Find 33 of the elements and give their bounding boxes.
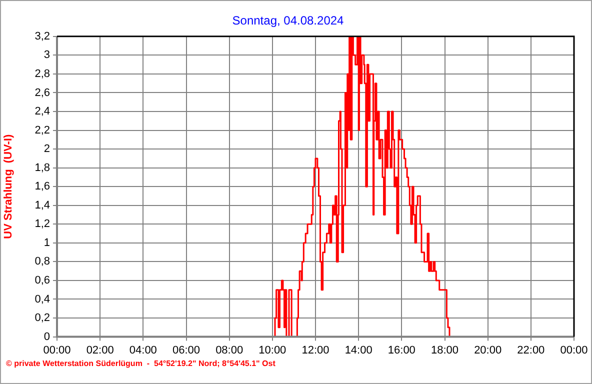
x-tick-label: 06:00 <box>172 344 200 356</box>
x-tick-label: 12:00 <box>302 344 330 356</box>
x-tick-label: 08:00 <box>216 344 244 356</box>
x-tick-label: 14:00 <box>344 344 372 356</box>
y-tick-label: 1 <box>44 236 50 249</box>
chart-title: Sonntag, 04.08.2024 <box>232 14 344 28</box>
y-tick-label: 2,2 <box>34 124 50 136</box>
x-tick-label: 18:00 <box>430 344 459 356</box>
x-tick-label: 10:00 <box>258 344 286 356</box>
x-tick-label: 04:00 <box>129 344 157 356</box>
text: © private Wetterstation Süderlügum - 54°52'19.2" Nord; 8°54'45.1" Ost <box>6 359 276 368</box>
x-tick-label: 16:00 <box>388 344 416 356</box>
y-tick-label: 1,4 <box>34 199 50 212</box>
y-axis-title: UV Strahlung (UV-I) <box>2 134 15 239</box>
y-tick-label: 0,8 <box>34 256 50 268</box>
y-tick-label: 2,6 <box>34 86 50 99</box>
y-tick-label: 3,2 <box>34 30 50 42</box>
x-tick-label: 02:00 <box>86 344 114 356</box>
y-tick-label: 0 <box>44 330 50 343</box>
y-tick-label: 1,6 <box>34 180 50 193</box>
y-tick-label: 2 <box>44 143 50 156</box>
y-tick-label: 0,6 <box>34 274 50 287</box>
y-tick-label: 1,2 <box>34 218 50 230</box>
y-tick-label: 0,4 <box>34 293 50 306</box>
x-tick-label: 00:00 <box>43 344 71 356</box>
x-tick-label: 00:00 <box>560 344 588 356</box>
y-tick-label: 2,4 <box>34 106 50 118</box>
y-tick-label: 2,8 <box>34 68 50 80</box>
x-tick-label: 22:00 <box>517 344 545 356</box>
x-tick-label: 20:00 <box>474 344 502 356</box>
y-tick-label: 0,2 <box>34 312 50 324</box>
y-tick-label: 1,8 <box>34 162 50 174</box>
y-tick-label: 3 <box>44 49 50 62</box>
